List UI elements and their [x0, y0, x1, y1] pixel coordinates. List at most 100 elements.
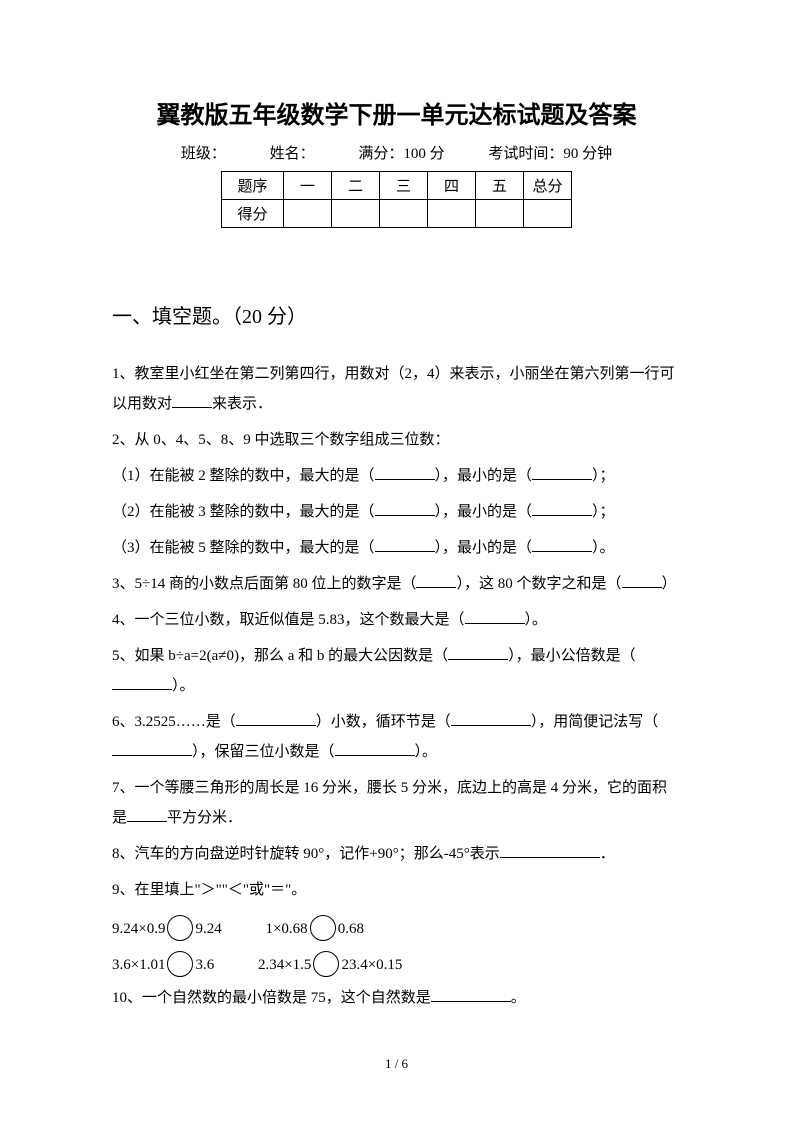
blank[interactable]	[448, 659, 508, 660]
q9-head: 9、在里填上"＞""＜"或"＝"。	[112, 882, 306, 898]
question-9-row1: 9.24×0.9 9.24 1×0.68 0.68	[112, 911, 681, 947]
blank[interactable]	[416, 587, 456, 588]
blank[interactable]	[375, 479, 435, 480]
q1-text: 1、教室里小红坐在第二列第四行，用数对（2，4）来表示，小丽坐在第六列第一行可以…	[112, 366, 675, 412]
blank[interactable]	[236, 725, 316, 726]
question-5: 5、如果 b÷a=2(a≠0)，那么 a 和 b 的最大公因数是（ ），最小公倍数…	[112, 641, 681, 701]
circle-blank[interactable]	[167, 951, 193, 977]
page-number: 1 / 6	[0, 1056, 793, 1072]
blank[interactable]	[112, 755, 192, 756]
blank[interactable]	[375, 551, 435, 552]
score-table: 题序 一 二 三 四 五 总分 得分	[221, 171, 572, 228]
q10b: 。	[511, 990, 526, 1006]
question-3: 3、5÷14 商的小数点后面第 80 位上的数字是（ ），这 80 个数字之和是（…	[112, 569, 681, 599]
cell	[428, 200, 476, 228]
question-8: 8、汽车的方向盘逆时针旋转 90°，记作+90°；那么-45°表示 ．	[112, 839, 681, 869]
blank[interactable]	[532, 515, 592, 516]
circle-blank[interactable]	[310, 915, 336, 941]
question-4: 4、一个三位小数，取近似值是 5.83，这个数最大是（）。	[112, 605, 681, 635]
question-9: 9、在里填上"＞""＜"或"＝"。	[112, 875, 681, 905]
question-2-2: （2）在能被 3 整除的数中，最大的是（ ），最小的是（ ）；	[112, 497, 681, 527]
question-2-1: （1）在能被 2 整除的数中，最大的是（ ），最小的是（ ）；	[112, 461, 681, 491]
question-10: 10、一个自然数的最小倍数是 75，这个自然数是 。	[112, 983, 681, 1013]
q9-r2a: 3.6×1.01	[112, 957, 165, 973]
cell: 四	[428, 172, 476, 200]
circle-blank[interactable]	[167, 915, 193, 941]
question-7: 7、一个等腰三角形的周长是 16 分米，腰长 5 分米，底边上的高是 4 分米，…	[112, 773, 681, 833]
cell-total: 总分	[524, 172, 572, 200]
q2-1a: （1）在能被 2 整除的数中，最大的是（	[112, 468, 375, 484]
q9-r1c: 1×0.68	[265, 921, 307, 937]
q6a: 6、3.2525……是（	[112, 714, 236, 730]
blank[interactable]	[465, 623, 525, 624]
q3b: ），这 80 个数字之和是（	[456, 576, 621, 592]
q9-r1b: 9.24	[195, 921, 221, 937]
fullscore-label: 满分：100 分	[358, 146, 444, 162]
blank[interactable]	[532, 479, 592, 480]
blank[interactable]	[451, 725, 531, 726]
q2-2a: （2）在能被 3 整除的数中，最大的是（	[112, 504, 375, 520]
q5c: ）。	[172, 678, 195, 694]
q10a: 10、一个自然数的最小倍数是 75，这个自然数是	[112, 990, 431, 1006]
section-title: 一、填空题。（20 分）	[112, 300, 681, 329]
q6e: ）。	[415, 744, 438, 760]
q9-r2d: 23.4×0.15	[341, 957, 402, 973]
q5b: ），最小公倍数是（	[508, 648, 636, 664]
q5a: 5、如果 b÷a=2(a≠0)，那么 a 和 b 的最大公因数是（	[112, 648, 448, 664]
q3c: ）	[662, 576, 677, 592]
q9-r2b: 3.6	[195, 957, 214, 973]
q8b: ．	[600, 846, 615, 862]
cell	[524, 200, 572, 228]
cell	[284, 200, 332, 228]
q2-2b: ），最小的是（	[435, 504, 533, 520]
cell: 五	[476, 172, 524, 200]
q6d: ），保留三位小数是（	[192, 744, 335, 760]
name-label: 姓名：	[270, 146, 315, 162]
circle-blank[interactable]	[313, 951, 339, 977]
cell	[476, 200, 524, 228]
question-6: 6、3.2525……是（ ）小数，循环节是（ ），用简便记法写（ ），保留三位小数是（…	[112, 707, 681, 767]
q2-1c: ）；	[592, 468, 615, 484]
cell: 一	[284, 172, 332, 200]
class-label: 班级：	[181, 146, 226, 162]
q6c: ），用简便记法写（	[531, 714, 659, 730]
q9-r1d: 0.68	[338, 921, 364, 937]
q2-3a: （3）在能被 5 整除的数中，最大的是（	[112, 540, 375, 556]
q3a: 3、5÷14 商的小数点后面第 80 位上的数字是（	[112, 576, 416, 592]
q2-2c: ）；	[592, 504, 615, 520]
cell	[380, 200, 428, 228]
table-row: 得分	[222, 200, 572, 228]
blank[interactable]	[112, 689, 172, 690]
blank[interactable]	[622, 587, 662, 588]
q2-3b: ），最小的是（	[435, 540, 533, 556]
q6b: ）小数，循环节是（	[316, 714, 451, 730]
q2-1b: ），最小的是（	[435, 468, 533, 484]
blank[interactable]	[172, 407, 212, 408]
table-row: 题序 一 二 三 四 五 总分	[222, 172, 572, 200]
q8a: 8、汽车的方向盘逆时针旋转 90°，记作+90°；那么-45°表示	[112, 846, 500, 862]
q4b: ）。	[525, 612, 548, 628]
q9-r2c: 2.34×1.5	[258, 957, 311, 973]
cell	[332, 200, 380, 228]
cell: 二	[332, 172, 380, 200]
blank[interactable]	[532, 551, 592, 552]
cell-header: 题序	[222, 172, 284, 200]
question-9-row2: 3.6×1.01 3.6 2.34×1.5 23.4×0.15	[112, 947, 681, 983]
question-1: 1、教室里小红坐在第二列第四行，用数对（2，4）来表示，小丽坐在第六列第一行可以…	[112, 359, 681, 419]
page-title: 翼教版五年级数学下册一单元达标试题及答案	[112, 95, 681, 130]
blank[interactable]	[375, 515, 435, 516]
blank[interactable]	[127, 821, 167, 822]
cell-header: 得分	[222, 200, 284, 228]
q2-3c: ）。	[592, 540, 615, 556]
q1-text2: 来表示．	[212, 396, 272, 412]
blank[interactable]	[431, 1001, 511, 1002]
info-line: 班级： 姓名： 满分：100 分 考试时间：90 分钟	[112, 142, 681, 163]
blank[interactable]	[335, 755, 415, 756]
time-label: 考试时间：90 分钟	[488, 146, 612, 162]
blank[interactable]	[500, 857, 600, 858]
q9-r1a: 9.24×0.9	[112, 921, 165, 937]
question-2: 2、从 0、4、5、8、9 中选取三个数字组成三位数：	[112, 425, 681, 455]
cell: 三	[380, 172, 428, 200]
q7b: 平方分米．	[167, 810, 242, 826]
question-2-3: （3）在能被 5 整除的数中，最大的是（ ），最小的是（ ）。	[112, 533, 681, 563]
